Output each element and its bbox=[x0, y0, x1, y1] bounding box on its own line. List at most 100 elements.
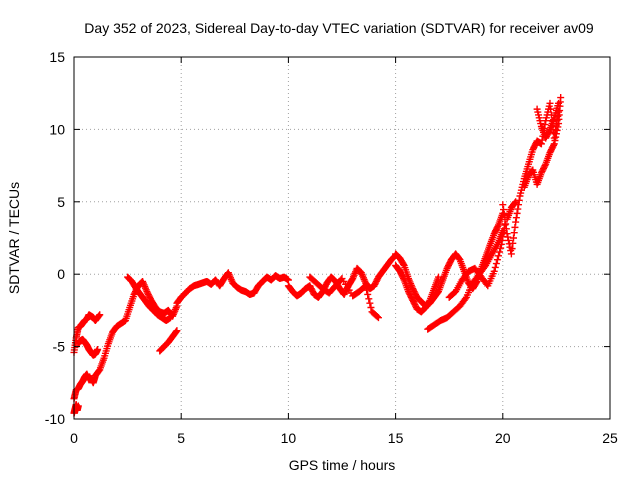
data-point bbox=[504, 233, 512, 241]
data-point bbox=[541, 162, 549, 170]
series-track-i bbox=[306, 273, 382, 322]
data-point bbox=[434, 273, 442, 281]
series-track-f bbox=[156, 327, 181, 355]
series-track-d bbox=[70, 401, 82, 417]
series-track-o bbox=[520, 94, 565, 191]
data-point bbox=[512, 198, 520, 206]
data-point bbox=[505, 236, 513, 244]
y-tick-label: 5 bbox=[57, 194, 65, 210]
data-point bbox=[96, 311, 104, 319]
y-tick-label: 0 bbox=[57, 266, 65, 282]
x-tick-label: 5 bbox=[177, 430, 185, 446]
data-point bbox=[509, 239, 517, 247]
data-point bbox=[515, 196, 523, 204]
data-point bbox=[362, 282, 370, 290]
data-point bbox=[511, 199, 519, 207]
y-tick-label: 10 bbox=[49, 121, 65, 137]
data-point bbox=[364, 290, 372, 298]
data-point bbox=[500, 206, 508, 214]
data-point bbox=[555, 99, 563, 107]
data-point bbox=[499, 201, 507, 209]
data-point bbox=[500, 210, 508, 218]
data-point bbox=[399, 275, 407, 283]
series-track-g bbox=[173, 269, 292, 307]
data-point bbox=[512, 214, 520, 222]
data-point bbox=[500, 229, 508, 237]
data-point bbox=[494, 222, 502, 230]
x-tick-label: 25 bbox=[602, 430, 618, 446]
data-point bbox=[552, 133, 560, 141]
series-track-k bbox=[392, 262, 442, 316]
data-point bbox=[425, 297, 433, 305]
data-point bbox=[172, 328, 180, 336]
x-tick-label: 15 bbox=[388, 430, 404, 446]
data-point bbox=[551, 137, 559, 145]
chart-title: Day 352 of 2023, Sidereal Day-to-day VTE… bbox=[84, 20, 594, 36]
data-point bbox=[366, 299, 374, 307]
data-point bbox=[373, 313, 381, 321]
x-tick-label: 0 bbox=[70, 430, 78, 446]
x-tick-label: 20 bbox=[495, 430, 511, 446]
data-point bbox=[74, 402, 82, 410]
data-point bbox=[495, 252, 503, 260]
y-tick-label: -5 bbox=[53, 339, 66, 355]
data-point bbox=[365, 295, 373, 303]
data-point bbox=[491, 263, 499, 271]
plot-frame bbox=[73, 56, 611, 420]
data-point bbox=[554, 123, 562, 131]
data-point bbox=[94, 345, 102, 353]
data-point bbox=[550, 141, 558, 149]
data-point bbox=[502, 220, 510, 228]
data-point bbox=[537, 140, 545, 148]
data-point bbox=[363, 286, 371, 294]
data-point bbox=[511, 223, 519, 231]
data-point bbox=[553, 126, 561, 134]
x-tick-label: 10 bbox=[281, 430, 297, 446]
y-axis-label: SDTVAR / TECUs bbox=[6, 182, 22, 294]
data-point bbox=[550, 140, 558, 148]
series-track-l bbox=[424, 227, 507, 333]
data-point bbox=[538, 136, 546, 144]
data-point bbox=[541, 121, 549, 129]
data-points bbox=[70, 94, 565, 417]
data-point bbox=[493, 256, 501, 264]
data-point bbox=[507, 250, 515, 258]
series-track-h bbox=[284, 251, 400, 301]
data-point bbox=[552, 130, 560, 138]
data-point bbox=[528, 167, 536, 175]
data-point bbox=[95, 312, 103, 320]
data-point bbox=[461, 295, 469, 303]
data-point bbox=[173, 327, 181, 335]
series-track-c bbox=[74, 335, 102, 359]
axis-ticks: 0 5 10 15 20 25 -10 -5 0 5 10 15 bbox=[45, 49, 618, 446]
x-axis-label: GPS time / hours bbox=[289, 457, 396, 473]
data-point bbox=[547, 105, 555, 113]
data-point bbox=[374, 314, 382, 322]
data-point bbox=[512, 218, 520, 226]
grid-lines bbox=[74, 57, 610, 419]
series-track-q bbox=[503, 198, 520, 223]
data-point bbox=[510, 229, 518, 237]
data-point bbox=[367, 304, 375, 312]
data-point bbox=[502, 225, 510, 233]
data-point bbox=[497, 240, 505, 248]
data-point bbox=[557, 94, 565, 102]
series-track-e bbox=[124, 273, 174, 325]
data-point bbox=[399, 260, 407, 268]
data-point bbox=[513, 209, 521, 217]
data-point bbox=[503, 230, 511, 238]
data-point bbox=[496, 248, 504, 256]
data-point bbox=[514, 205, 522, 213]
data-point bbox=[492, 260, 500, 268]
series-track-p bbox=[533, 99, 563, 142]
data-point bbox=[497, 244, 505, 252]
data-point bbox=[498, 236, 506, 244]
data-point bbox=[490, 267, 498, 275]
y-tick-label: -10 bbox=[45, 411, 65, 427]
series-track-b bbox=[70, 311, 104, 356]
data-point bbox=[508, 245, 516, 253]
series-track-a bbox=[70, 277, 181, 403]
data-point bbox=[166, 314, 174, 322]
data-point bbox=[510, 234, 518, 242]
